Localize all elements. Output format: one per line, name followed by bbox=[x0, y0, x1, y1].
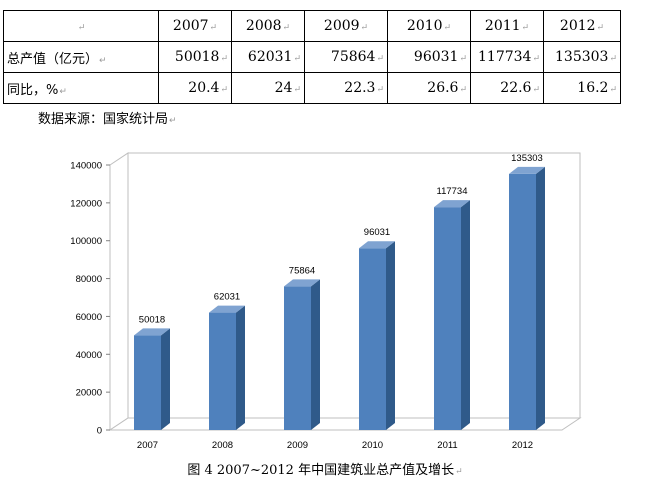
table-cell: 135303↵ bbox=[543, 41, 621, 73]
data-label: 62031 bbox=[214, 292, 240, 303]
data-label: 117734 bbox=[437, 186, 468, 197]
y-axis-ticks: 0 20000 40000 60000 80000 100000 120000 140000 bbox=[70, 161, 110, 437]
x-tick-label: 2010 bbox=[362, 440, 383, 451]
bars bbox=[134, 166, 545, 430]
table-cell: 75864↵ bbox=[304, 41, 388, 73]
table-row-label: 总产值（亿元）↵ bbox=[3, 41, 159, 73]
bar-top bbox=[434, 200, 470, 208]
bar-side bbox=[386, 241, 395, 430]
bar-top bbox=[509, 166, 545, 174]
bar-front bbox=[284, 286, 311, 430]
table-row-output: 总产值（亿元）↵ 50018↵ 62031↵ 75864↵ 96031↵ 117… bbox=[3, 41, 621, 73]
data-label: 96031 bbox=[364, 227, 390, 238]
bar-top bbox=[284, 279, 320, 287]
y-tick-label: 120000 bbox=[70, 198, 102, 209]
table-cell: 22.3↵ bbox=[304, 72, 388, 104]
table-cell: 26.6↵ bbox=[387, 72, 471, 104]
x-tick-label: 2012 bbox=[512, 440, 533, 451]
y-tick-label: 140000 bbox=[70, 161, 102, 172]
bar-top bbox=[359, 241, 395, 249]
bar-2009 bbox=[284, 279, 320, 430]
x-tick-label: 2009 bbox=[287, 440, 308, 451]
source-note: 数据来源：国家统计局↵ bbox=[38, 112, 177, 127]
y-tick-label: 60000 bbox=[76, 312, 102, 323]
bar-top bbox=[209, 305, 245, 313]
y-tick-label: 80000 bbox=[76, 274, 102, 285]
bar-2012 bbox=[509, 166, 545, 430]
x-tick-label: 2008 bbox=[212, 440, 233, 451]
bar-front bbox=[434, 207, 461, 430]
chart-side-wall bbox=[109, 152, 129, 431]
x-tick-label: 2011 bbox=[437, 440, 457, 451]
table-cell: 62031↵ bbox=[231, 41, 305, 73]
table-header-cell: 2008↵ bbox=[231, 10, 305, 42]
table-cell: 20.4↵ bbox=[158, 72, 232, 104]
bar-front bbox=[209, 312, 236, 430]
data-table: ↵ 2007↵ 2008↵ 2009↵ 2010↵ 2011↵ 2012↵ 总产… bbox=[3, 10, 621, 104]
table-cell: 96031↵ bbox=[387, 41, 471, 73]
table-row-growth: 同比，%↵ 20.4↵ 24↵ 22.3↵ 26.6↵ 22.6↵ 16.2↵ bbox=[3, 72, 621, 104]
data-label: 75864 bbox=[289, 265, 315, 276]
bar-front bbox=[134, 335, 161, 430]
bar-side bbox=[536, 166, 545, 430]
bar-side bbox=[311, 279, 320, 430]
bar-front bbox=[359, 248, 386, 430]
data-label: 135303 bbox=[511, 153, 543, 164]
data-labels: 50018 62031 75864 96031 117734 135303 bbox=[139, 153, 543, 325]
table-cell: 117734↵ bbox=[470, 41, 544, 73]
y-tick-label: 0 bbox=[97, 426, 102, 437]
table-cell: 24↵ bbox=[231, 72, 305, 104]
bar-2011 bbox=[434, 200, 470, 430]
bar-2010 bbox=[359, 241, 395, 430]
bar-2008 bbox=[209, 305, 245, 430]
y-tick-label: 40000 bbox=[76, 350, 102, 361]
bar-side bbox=[461, 200, 470, 430]
y-tick-label: 100000 bbox=[70, 236, 102, 247]
data-label: 50018 bbox=[139, 314, 165, 325]
bar-top bbox=[134, 328, 170, 336]
table-cell: 16.2↵ bbox=[543, 72, 621, 104]
y-tick-label: 20000 bbox=[76, 388, 102, 399]
x-axis-labels: 2007 2008 2009 2010 2011 2012 bbox=[137, 440, 533, 451]
bar-side bbox=[236, 305, 245, 430]
bar-front bbox=[509, 173, 536, 430]
bar-2007 bbox=[134, 328, 170, 430]
x-tick-label: 2007 bbox=[137, 440, 158, 451]
figure-caption: 图 4 2007~2012 年中国建筑业总产值及增长↵ bbox=[187, 463, 463, 478]
table-cell: 50018↵ bbox=[158, 41, 232, 73]
table-header-cell: 2012↵ bbox=[543, 10, 621, 42]
bar-side bbox=[161, 328, 170, 430]
